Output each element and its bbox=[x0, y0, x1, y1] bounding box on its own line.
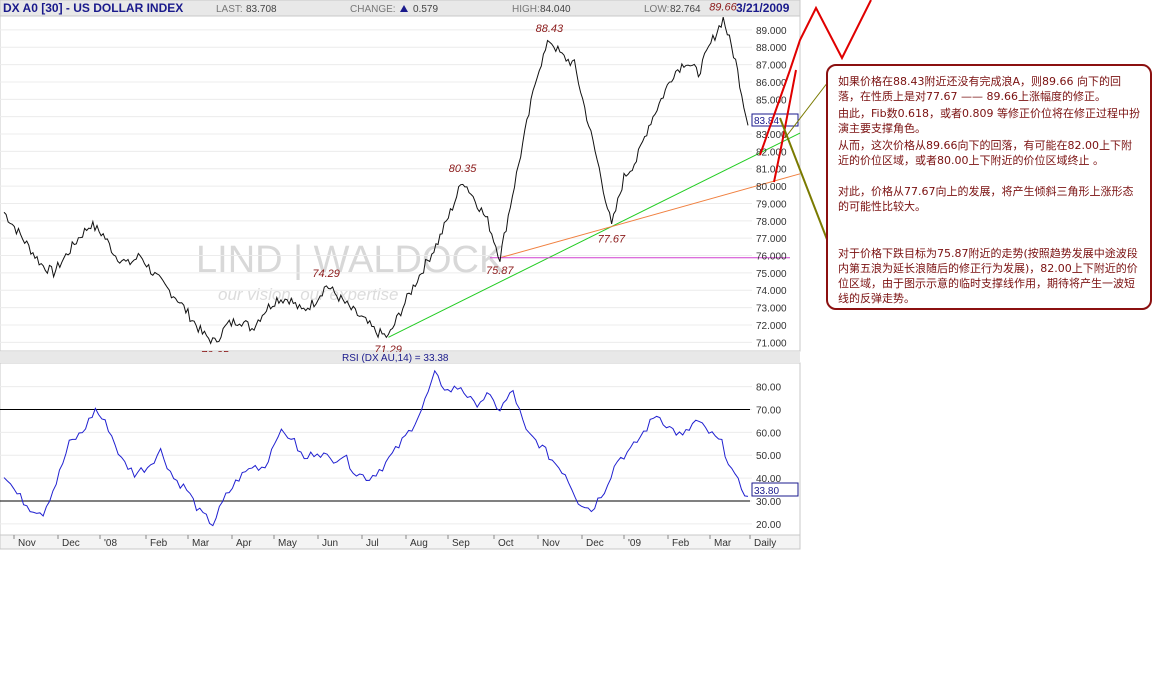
analysis-note-box: 如果价格在88.43附近还没有完成浪A，则89.66 向下的回落，在性质上是对7… bbox=[826, 64, 1152, 310]
price-trendlines bbox=[388, 132, 801, 338]
rsi-axis: 20.00 30.00 40.00 50.00 60.00 70.00 80.00 bbox=[756, 383, 781, 531]
orange-trend-line bbox=[499, 173, 801, 259]
x-axis: Nov Dec '08 Feb Mar Apr May Jun Jul Aug Sep Oct Nov D… bbox=[0, 534, 801, 550]
rsi-tick-label: 60.00 bbox=[756, 428, 781, 439]
price-series bbox=[3, 16, 749, 345]
x-tick-label: Nov bbox=[18, 538, 36, 549]
price-point-label: 89.66 bbox=[709, 1, 737, 13]
x-tick-label: Aug bbox=[410, 538, 428, 549]
price-point-label: 75.87 bbox=[486, 265, 514, 277]
x-tick-label: Jul bbox=[366, 538, 379, 549]
rsi-current-value: 33.80 bbox=[754, 486, 779, 497]
rsi-current-box bbox=[751, 482, 799, 497]
price-point-label: 77.67 bbox=[598, 234, 626, 246]
low-value: 82.764 bbox=[670, 4, 701, 15]
high-value: 84.040 bbox=[540, 4, 571, 15]
x-tick-label: Nov bbox=[542, 538, 560, 549]
x-tick-label: Daily bbox=[754, 538, 776, 549]
change-value: 0.579 bbox=[413, 4, 438, 15]
high-label: HIGH: bbox=[512, 4, 540, 15]
chart-symbol: DX A0 [30] - US DOLLAR INDEX bbox=[3, 1, 183, 15]
up-arrow-icon bbox=[400, 5, 408, 12]
note-paragraph-4: 对此，价格从77.67向上的发展，将产生倾斜三角形上涨形态的可能性比较大。 bbox=[838, 185, 1134, 213]
pointer-line-upper bbox=[784, 81, 829, 139]
x-tick-label: Feb bbox=[672, 538, 690, 549]
rsi-tick-label: 50.00 bbox=[756, 451, 781, 462]
forecast-zigzag-line bbox=[759, 0, 872, 156]
rsi-panel bbox=[0, 362, 801, 536]
rsi-tick-label: 20.00 bbox=[756, 520, 781, 531]
price-tick-label: 76.000 bbox=[756, 252, 787, 263]
pointer-line-lower bbox=[779, 117, 829, 243]
price-point-label: 74.29 bbox=[312, 268, 340, 280]
x-tick-label: Sep bbox=[452, 538, 470, 549]
rsi-series bbox=[3, 369, 749, 527]
rsi-grid bbox=[0, 386, 752, 525]
price-point-label: 88.43 bbox=[536, 23, 564, 35]
watermark-tagline: our vision. our expertise bbox=[218, 285, 398, 304]
price-tick-label: 71.000 bbox=[756, 338, 787, 349]
x-tick-label: Oct bbox=[498, 538, 514, 549]
price-tick-label: 86.000 bbox=[756, 78, 787, 89]
watermark-logo: LIND | WALDOCK bbox=[196, 239, 504, 281]
note-paragraph-3: 从而，这次价格从89.66向下的回落，有可能在82.00上下附近的价位区域，或者… bbox=[838, 139, 1132, 167]
forecast-rise-line bbox=[773, 69, 797, 183]
price-tick-label: 82.000 bbox=[756, 147, 787, 158]
note-paragraph-1: 如果价格在88.43附近还没有完成浪A，则89.66 向下的回落，在性质上是对7… bbox=[838, 75, 1122, 103]
price-point-label: 80.35 bbox=[449, 163, 477, 175]
green-support-line bbox=[388, 132, 801, 338]
x-tick-label: '08 bbox=[104, 538, 117, 549]
x-tick-label: Feb bbox=[150, 538, 168, 549]
price-tick-label: 87.000 bbox=[756, 61, 787, 72]
x-tick-label: Mar bbox=[192, 538, 210, 549]
low-label: LOW: bbox=[644, 4, 669, 15]
price-tick-label: 74.000 bbox=[756, 286, 787, 297]
rsi-tick-label: 30.00 bbox=[756, 497, 781, 508]
last-label: LAST: bbox=[216, 4, 243, 15]
price-tick-label: 83.000 bbox=[756, 130, 787, 141]
note-paragraph-2: 由此，Fib数0.618，或者0.809 等修正价位将在修正过程中扮演主要支撑角… bbox=[838, 107, 1141, 135]
header-bar bbox=[0, 0, 801, 17]
rsi-tick-label: 80.00 bbox=[756, 383, 781, 394]
rsi-line bbox=[3, 369, 749, 527]
price-tick-label: 79.000 bbox=[756, 199, 787, 210]
rsi-tick-label: 40.00 bbox=[756, 474, 781, 485]
price-tick-label: 85.000 bbox=[756, 95, 787, 106]
price-tick-label: 88.000 bbox=[756, 43, 787, 54]
price-tick-label: 73.000 bbox=[756, 304, 787, 315]
note-paragraph-5: 对于价格下跌目标为75.87附近的走势(按照趋势发展中途波段内第五浪为延长浪随后… bbox=[838, 247, 1138, 305]
x-tick-label: Dec bbox=[62, 538, 80, 549]
price-tick-label: 80.000 bbox=[756, 182, 787, 193]
x-tick-label: Mar bbox=[714, 538, 732, 549]
price-tick-label: 77.000 bbox=[756, 234, 787, 245]
chart-date: 3/21/2009 bbox=[736, 1, 790, 15]
x-tick-label: May bbox=[278, 538, 297, 549]
price-line bbox=[3, 16, 749, 345]
price-tick-label: 75.000 bbox=[756, 269, 787, 280]
price-tick-label: 72.000 bbox=[756, 321, 787, 332]
rsi-label: RSI (DX AU,14) = 33.38 bbox=[342, 353, 449, 364]
rsi-label-bar bbox=[0, 352, 800, 363]
price-panel bbox=[0, 15, 801, 352]
x-tick-label: Dec bbox=[586, 538, 604, 549]
x-tick-label: '09 bbox=[628, 538, 641, 549]
last-value: 83.708 bbox=[246, 4, 277, 15]
x-axis-bar bbox=[0, 534, 801, 550]
price-axis: 71.000 72.000 73.000 74.000 75.000 76.000 77.0… bbox=[756, 26, 787, 349]
price-tick-label: 89.000 bbox=[756, 26, 787, 37]
x-tick-label: Jun bbox=[322, 538, 338, 549]
x-tick-label: Apr bbox=[236, 538, 252, 549]
price-current-value: 83.84 bbox=[754, 116, 779, 127]
price-grid bbox=[0, 29, 752, 343]
change-label: CHANGE: bbox=[350, 4, 396, 15]
price-tick-label: 78.000 bbox=[756, 217, 787, 228]
price-tick-label: 81.000 bbox=[756, 165, 787, 176]
rsi-tick-label: 70.00 bbox=[756, 405, 781, 416]
